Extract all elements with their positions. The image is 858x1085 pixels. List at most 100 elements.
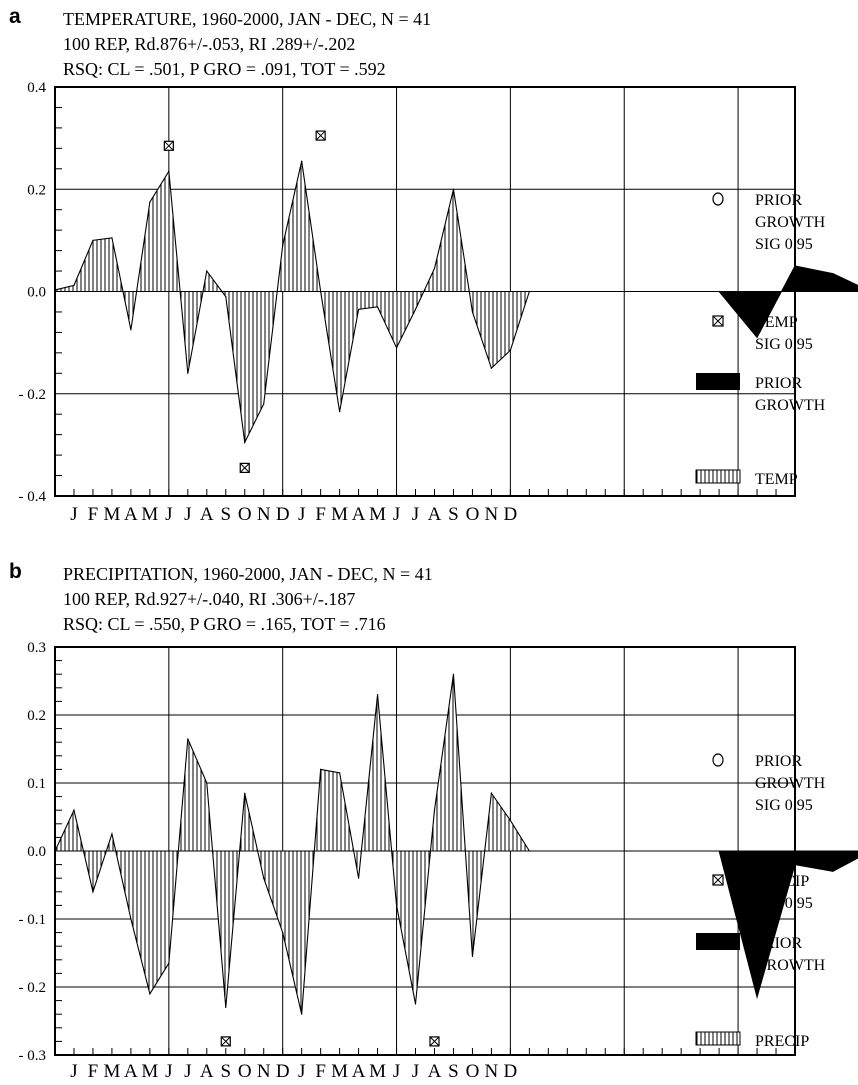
series-point: [490, 367, 493, 369]
month-label: F: [88, 1061, 99, 1082]
month-label: M: [141, 1061, 158, 1082]
month-label: D: [504, 1061, 518, 1082]
series-point: [225, 296, 227, 298]
legend-label: PRIOR: [755, 192, 802, 209]
y-tick-label: 0.2: [27, 182, 46, 198]
panel-letter: a: [9, 5, 21, 28]
month-label: S: [448, 504, 459, 525]
month-label: F: [315, 1061, 326, 1082]
legend-label: PRIOR: [755, 375, 802, 392]
series-point: [149, 993, 151, 995]
series-point: [433, 809, 436, 811]
y-tick-label: 0.4: [27, 80, 46, 96]
significance-marker: [163, 140, 174, 151]
plot-frame: [54, 646, 796, 1056]
legend-label: TEMP: [755, 471, 798, 488]
series-point: [73, 284, 75, 286]
month-label: M: [369, 504, 386, 525]
series-point: [206, 782, 208, 784]
month-label: M: [103, 1061, 120, 1082]
month-label: D: [504, 504, 518, 525]
series-point: [452, 188, 455, 190]
series-point: [282, 244, 284, 247]
series-point: [414, 308, 417, 310]
series-point: [263, 403, 265, 405]
series-point: [149, 201, 151, 203]
panel-a-temperature: a TEMPERATURE, 1960-2000, JAN - DEC, N = …: [9, 5, 858, 525]
legend-label: GROWTH: [755, 214, 826, 231]
panel-letter: b: [9, 560, 22, 583]
month-label: M: [103, 504, 120, 525]
month-label: S: [220, 1061, 231, 1082]
series-point: [168, 962, 170, 964]
circle-icon: [712, 192, 724, 206]
legend-item: PRECIP: [695, 1031, 809, 1050]
y-tick-label: 0.1: [27, 776, 46, 792]
series-point: [339, 772, 341, 774]
boxed-x-icon: [712, 874, 724, 886]
month-label: J: [165, 504, 172, 525]
month-label: O: [238, 1061, 252, 1082]
series-point: [357, 877, 360, 879]
chart-title-line: TEMPERATURE, 1960-2000, JAN - DEC, N = 4…: [63, 9, 431, 29]
chart-title-line: 100 REP, Rd.927+/-.040, RI .306+/-.187: [63, 589, 355, 609]
series-point: [187, 372, 189, 374]
legend-item: TEMP: [695, 469, 798, 488]
month-label: N: [485, 1061, 499, 1082]
series-point: [263, 877, 265, 879]
chart-title-line: RSQ: CL = .550, P GRO = .165, TOT = .716: [63, 614, 386, 634]
legend-label: PRIOR: [755, 753, 802, 770]
legend-label: PRECIP: [755, 1033, 809, 1050]
hatched-swatch-icon: [695, 469, 741, 484]
series-point: [111, 833, 113, 835]
series-point: [92, 239, 94, 241]
month-label: O: [238, 504, 252, 525]
series-point: [339, 411, 341, 413]
prior-growth-area: [718, 265, 858, 339]
legend-item: PRIOR GROWTH: [696, 933, 826, 974]
series-point: [130, 918, 132, 920]
month-label: A: [352, 504, 366, 525]
month-label: A: [200, 504, 214, 525]
month-label: J: [70, 1061, 77, 1082]
chart-title-line: 100 REP, Rd.876+/-.053, RI .289+/-.202: [63, 34, 355, 54]
y-tick-label: - 0.2: [19, 387, 47, 403]
y-tick-label: - 0.2: [19, 980, 47, 996]
prior-growth-area: [718, 850, 858, 1000]
series-point: [301, 160, 303, 162]
month-label: F: [315, 504, 326, 525]
series-point: [471, 955, 474, 958]
month-label: O: [466, 504, 480, 525]
y-tick-label: 0.3: [27, 640, 46, 656]
series-point: [320, 768, 322, 771]
month-label: M: [331, 504, 348, 525]
month-label: F: [88, 504, 99, 525]
month-label: O: [466, 1061, 480, 1082]
month-label: J: [393, 1061, 400, 1082]
y-tick-label: 0.0: [27, 285, 46, 301]
month-label: J: [412, 1061, 419, 1082]
month-label: A: [352, 1061, 366, 1082]
legend-item: TEMP SIG 0.95: [712, 314, 813, 353]
chart-title-line: PRECIPITATION, 1960-2000, JAN - DEC, N =…: [63, 564, 433, 584]
series-point: [471, 311, 474, 313]
series-point: [452, 673, 455, 675]
month-label: J: [393, 504, 400, 525]
legend-item: PRIOR GROWTH SIG 0.95: [712, 192, 826, 253]
plot-frame: [54, 86, 796, 497]
series-point: [509, 819, 511, 822]
y-tick-label: - 0.1: [19, 912, 47, 928]
month-label: J: [298, 1061, 305, 1082]
series-point: [187, 738, 189, 740]
legend-label: GROWTH: [755, 775, 826, 792]
month-label: A: [428, 504, 442, 525]
series-point: [73, 809, 75, 811]
series-point: [282, 932, 284, 934]
series-area-hatched: [55, 161, 530, 443]
month-label: S: [448, 1061, 459, 1082]
series-point: [395, 347, 398, 349]
legend-label: SIG 0.95: [755, 797, 813, 814]
y-tick-label: - 0.4: [19, 489, 47, 505]
month-label: J: [184, 504, 191, 525]
y-tick-label: 0.0: [27, 844, 46, 860]
